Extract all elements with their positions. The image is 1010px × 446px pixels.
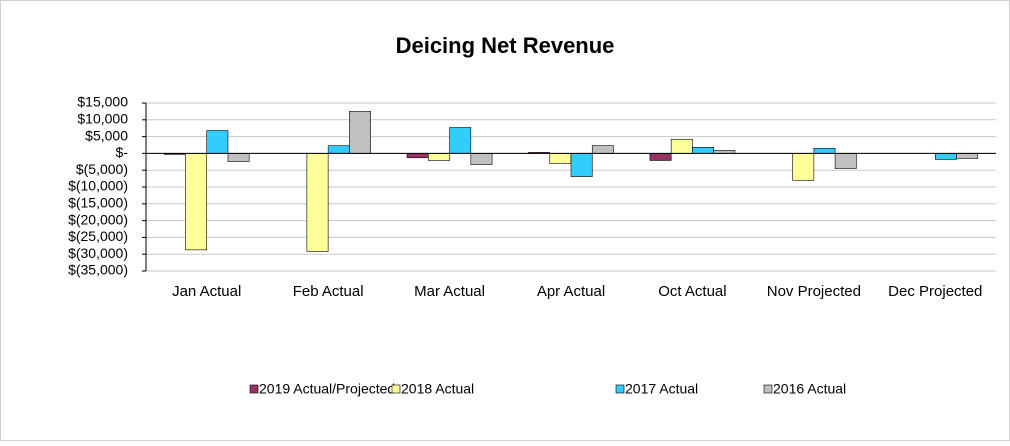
- bar: [349, 111, 371, 154]
- legend-swatch: [615, 384, 625, 394]
- bar: [792, 153, 815, 181]
- x-tick-label: Apr Actual: [537, 283, 605, 300]
- y-tick-label: $(5,000): [76, 161, 128, 177]
- bar: [692, 147, 714, 154]
- bar: [428, 153, 450, 161]
- y-tick-label: $5,000: [85, 127, 128, 143]
- x-tick-label: Mar Actual: [414, 283, 485, 300]
- bar: [591, 145, 614, 154]
- bar: [449, 127, 472, 154]
- y-tick-label: $(20,000): [68, 211, 128, 227]
- bar: [327, 145, 350, 154]
- bar: [834, 153, 857, 169]
- y-tick-label: $(35,000): [68, 262, 128, 278]
- legend-label: 2016 Actual: [773, 381, 846, 397]
- bar: [406, 153, 429, 159]
- y-tick-label: $(15,000): [68, 195, 128, 211]
- x-tick-label: Oct Actual: [658, 283, 726, 300]
- bar: [206, 130, 229, 154]
- bar: [549, 153, 572, 164]
- bar: [306, 153, 329, 252]
- x-tick-label: Jan Actual: [172, 283, 241, 300]
- legend-label: 2017 Actual: [625, 381, 698, 397]
- y-tick-label: $10,000: [77, 111, 128, 127]
- bar: [813, 148, 836, 154]
- y-tick-label: $(25,000): [68, 228, 128, 244]
- legend-swatch: [763, 384, 773, 394]
- x-tick-label: Feb Actual: [293, 283, 364, 300]
- bar: [570, 153, 593, 177]
- y-tick-label: $-: [116, 144, 129, 160]
- bar: [185, 153, 208, 251]
- y-tick-label: $(30,000): [68, 245, 128, 261]
- legend-swatch: [249, 384, 259, 394]
- y-tick-label: $15,000: [77, 94, 128, 110]
- chart-title: Deicing Net Revenue: [396, 33, 615, 58]
- y-tick-label: $(10,000): [68, 178, 128, 194]
- bar: [956, 153, 979, 159]
- x-tick-label: Dec Projected: [888, 283, 982, 300]
- bar: [670, 138, 693, 154]
- legend-swatch: [391, 384, 401, 394]
- bar: [934, 153, 957, 160]
- legend-label: 2018 Actual: [401, 381, 474, 397]
- bar: [470, 153, 493, 165]
- bar: [649, 153, 672, 161]
- legend-label: 2019 Actual/Projected: [259, 381, 395, 397]
- x-tick-label: Nov Projected: [767, 283, 861, 300]
- bar: [227, 153, 250, 162]
